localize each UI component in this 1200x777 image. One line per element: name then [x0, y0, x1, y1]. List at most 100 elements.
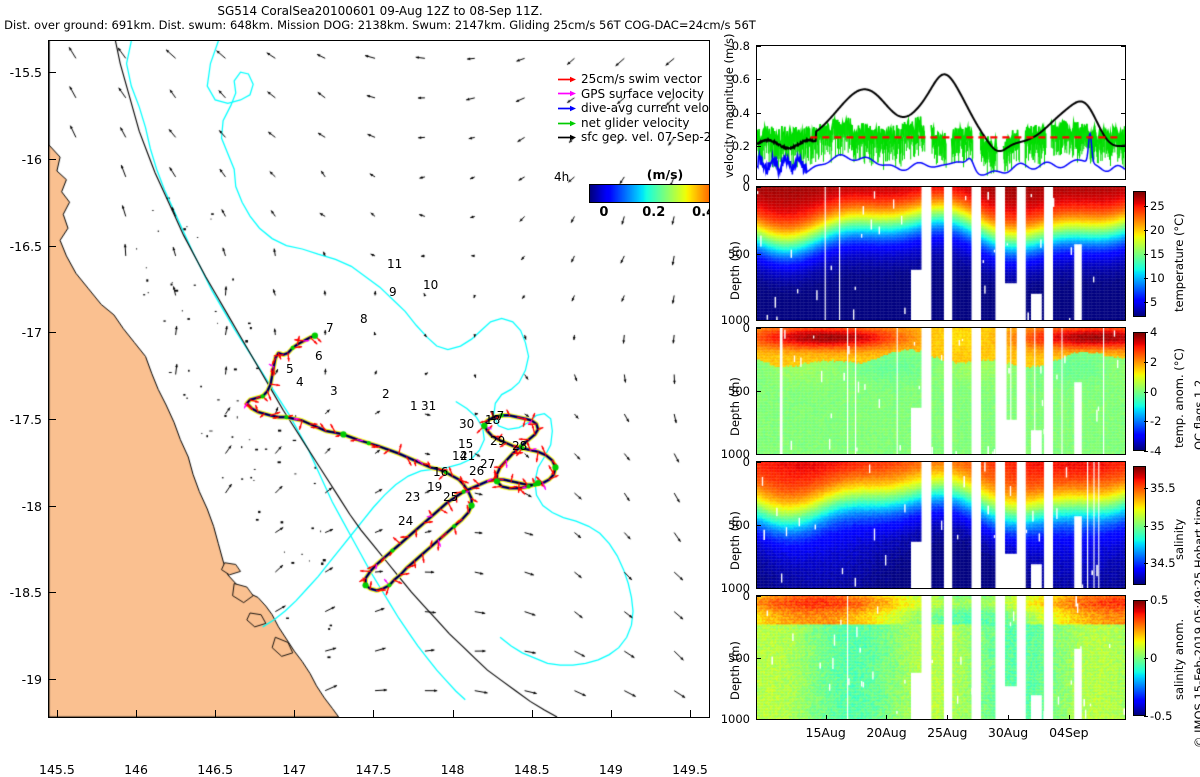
sal_anom-colorbar-tick: -0.5	[1150, 709, 1173, 723]
vector-arrow-red-icon	[556, 74, 578, 85]
map-frame: 25cm/s swim vector GPS surface velocity di…	[48, 40, 710, 718]
temperature-depth-tick: 0	[742, 180, 750, 194]
salinity-colorbar-tick-mark	[1144, 562, 1148, 564]
map-y-tick-mark	[49, 505, 56, 507]
temperature-colorbar-tick-mark	[1144, 302, 1148, 304]
map-dive-number-label: 19	[427, 480, 443, 494]
velocity-y-tick-mark	[756, 79, 761, 81]
time-axis-tick: 25Aug	[927, 725, 968, 740]
map-dive-number-label: 31	[421, 399, 437, 413]
map-x-tick: 146	[124, 762, 148, 777]
sal_anom-depth-tick-mark	[756, 596, 761, 597]
velocity-y-tick-mark-right	[1121, 79, 1126, 81]
velocity-y-tick-mark-right	[1121, 179, 1126, 180]
salinity-depth-tick-mark	[756, 462, 761, 463]
map-dive-number-label: 25	[443, 490, 459, 504]
velocity-y-tick-mark-right	[1121, 46, 1126, 47]
velocity-y-tick: 0.2	[731, 138, 750, 153]
map-x-tick: 148	[440, 762, 465, 777]
velocity-y-tick-mark	[756, 112, 761, 114]
temperature-colorbar-tick: 20	[1150, 222, 1165, 237]
map-dive-number-label: 21	[460, 449, 476, 463]
velocity-y-tick-mark-right	[1121, 145, 1126, 147]
temp_anom-depth-tick-mark	[756, 454, 761, 455]
panel-salinity[interactable]	[756, 461, 1126, 589]
velocity-y-tick-mark-right	[1121, 112, 1126, 114]
velocity-y-tick: 0.4	[731, 105, 750, 120]
sal_anom-colorbar-tick-mark	[1144, 600, 1148, 601]
map-colorbar-tick: 0	[599, 205, 609, 220]
temperature-depth-tick: 1000	[720, 313, 750, 327]
map-x-tick-mark	[215, 710, 217, 717]
map-y-tick-mark	[49, 158, 56, 160]
map-y-tick-mark	[49, 72, 56, 74]
copyright-text: © IMOS 15-Feb-2019 05:49:25 Hobart time.	[1192, 495, 1200, 748]
map-colorbar-tick: 0.2	[642, 205, 666, 220]
map-x-tick-mark	[610, 710, 612, 717]
map-y-tick: -18	[21, 498, 42, 514]
map-dive-number-label: 2	[382, 387, 390, 401]
map-colorbar-title: (m/s)	[646, 167, 684, 182]
panel-temperature-anomaly[interactable]	[756, 327, 1126, 455]
map-legend-item: sfc geo. vel. 07-Sep-2010	[556, 130, 710, 145]
map-legend-item: GPS surface velocity	[556, 86, 709, 102]
time-axis-tick: 30Aug	[987, 725, 1029, 740]
map-y-tick: -15.5	[9, 65, 42, 81]
map-legend-label: sfc geo. vel. 07-Sep-2010	[581, 130, 710, 145]
map-y-tick-mark	[49, 418, 56, 420]
map-x-tick-mark	[531, 710, 533, 717]
map-legend-label: dive-avg current veloc.	[581, 101, 710, 116]
temperature-depth-tick: 500	[728, 246, 750, 261]
temp_anom-colorbar-tick: -4	[1150, 444, 1162, 458]
temp_anom-depth-tick: 0	[742, 321, 750, 335]
map-y-tick: -17.5	[9, 411, 42, 427]
velocity-y-tick-mark	[756, 179, 761, 180]
salinity-colorbar-tick: 35	[1150, 518, 1165, 533]
map-dive-number-label: 16	[433, 465, 449, 479]
map-x-tick-mark	[373, 710, 375, 717]
map-dive-number-label: 6	[315, 349, 323, 363]
temperature-depth-tick-mark	[756, 253, 761, 255]
title-line-2: Dist. over ground: 691km. Dist. swum: 64…	[4, 18, 756, 32]
map-dive-number-label: 27	[480, 457, 496, 471]
temperature-depth-tick-mark	[756, 187, 761, 188]
temperature-colorbar-tick-mark	[1144, 229, 1148, 231]
map-x-tick-mark	[690, 710, 691, 717]
vector-arrow-green-icon	[556, 118, 578, 129]
salinity-colorbar-tick-mark	[1144, 525, 1148, 527]
temp_anom-colorbar-tick: 0	[1150, 384, 1158, 399]
map-dive-number-label: 4	[296, 375, 304, 389]
panel-temperature[interactable]	[756, 186, 1126, 321]
temp_anom-depth-tick-mark	[756, 391, 761, 392]
temperature-colorbar-tick: 5	[1150, 295, 1158, 310]
salinity-depth-tick: 500	[728, 518, 750, 532]
map-legend: 25cm/s swim vector GPS surface velocity di…	[556, 72, 710, 145]
map-x-tick: 146.5	[197, 762, 234, 777]
velocity-y-tick: 0.8	[731, 39, 750, 53]
temp_anom-colorbar-tick-mark	[1144, 421, 1148, 423]
temp_anom-colorbar-tick-mark	[1144, 332, 1148, 333]
vector-arrow-magenta-icon	[556, 88, 578, 99]
map-x-tick: 147	[282, 762, 307, 777]
map-panel[interactable]: 25cm/s swim vector GPS surface velocity di…	[10, 40, 710, 777]
map-legend-label: net glider velocity	[581, 115, 690, 130]
map-y-tick-mark	[49, 245, 56, 247]
time-axis-tick: 15Aug	[805, 725, 846, 740]
sal_anom-depth-tick: 500	[728, 650, 750, 665]
salinity-colorbar-tick-mark	[1144, 488, 1148, 490]
panel-salinity-anomaly[interactable]	[756, 595, 1126, 720]
map-dive-number-label: 11	[387, 257, 403, 271]
map-x-tick: 149.5	[672, 762, 708, 777]
sal_anom-colorbar-tick-mark	[1144, 658, 1148, 659]
salinity-depth-tick: 0	[742, 455, 750, 469]
time-axis-tick-mark	[886, 715, 888, 720]
vector-arrow-blue-icon	[556, 103, 578, 114]
map-y-tick: -16	[21, 151, 42, 167]
map-legend-item: 25cm/s swim vector	[556, 72, 709, 87]
time-axis-tick-mark	[825, 715, 827, 720]
panel-velocity-magnitude[interactable]	[756, 45, 1126, 180]
map-dive-number-label: 23	[405, 490, 421, 504]
map-y-tick: -18.5	[9, 585, 42, 601]
velocity-y-tick-mark	[756, 145, 761, 147]
map-legend-label: GPS surface velocity	[581, 86, 705, 101]
